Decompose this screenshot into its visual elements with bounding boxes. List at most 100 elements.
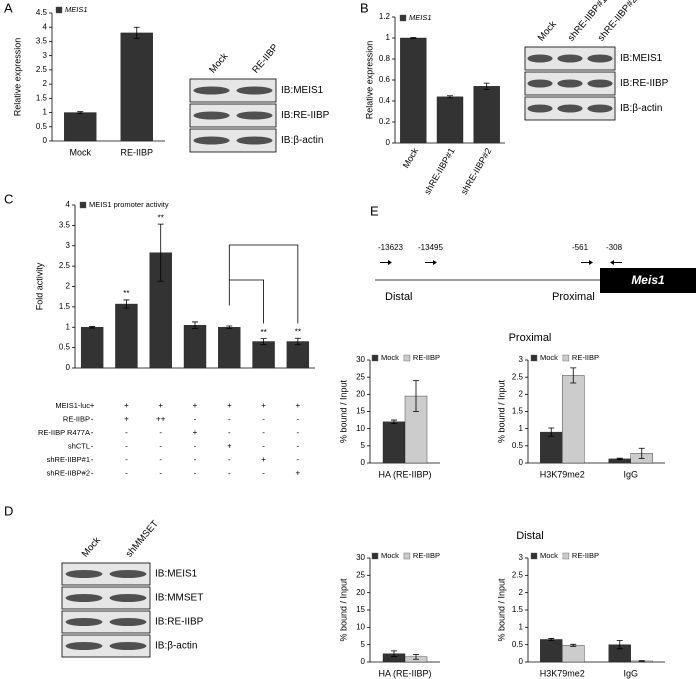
y-axis-label: % bound / Input bbox=[496, 578, 506, 642]
y-tick-label: 0 bbox=[361, 657, 366, 666]
bar bbox=[562, 375, 585, 464]
blot-strip bbox=[61, 562, 151, 586]
y-tick-label: 0.6 bbox=[379, 75, 391, 84]
y-tick-label: 2.5 bbox=[59, 261, 71, 270]
section-title: Proximal bbox=[509, 332, 552, 344]
x-tick-label: HA (RE-IIBP) bbox=[378, 668, 431, 678]
legend-swatch bbox=[55, 6, 63, 14]
error-bar bbox=[77, 111, 84, 114]
y-tick-label: 30 bbox=[356, 553, 365, 562]
bar bbox=[540, 639, 563, 663]
condition-cell: - bbox=[159, 428, 162, 437]
blot-label: IB:RE-IIBP bbox=[620, 78, 669, 89]
lane-label: Mock bbox=[207, 51, 230, 76]
bar bbox=[436, 96, 464, 144]
legend-label: MEIS1 bbox=[65, 5, 88, 14]
condition-cell: - bbox=[91, 442, 94, 451]
blot-label: IB:MEIS1 bbox=[155, 569, 198, 580]
y-tick-label: 1 bbox=[519, 622, 524, 631]
x-tick-label: Mock bbox=[401, 146, 421, 170]
condition-label: MEIS1-luc bbox=[55, 401, 90, 410]
y-tick-label: 2 bbox=[519, 588, 524, 597]
error-bar bbox=[413, 380, 419, 412]
y-tick-label: 0.5 bbox=[512, 441, 524, 450]
y-tick-label: 0 bbox=[519, 458, 524, 467]
y-tick-label: 20 bbox=[356, 588, 365, 597]
blot-band bbox=[527, 79, 553, 88]
y-tick-label: 0 bbox=[386, 138, 391, 147]
bar bbox=[382, 421, 406, 464]
panel-letter: C bbox=[4, 191, 13, 206]
condition-cell: + bbox=[193, 428, 198, 437]
blot-label: IB:MEIS1 bbox=[281, 85, 324, 96]
legend-swatch bbox=[403, 354, 411, 362]
blot-strip bbox=[61, 610, 151, 634]
condition-cell: - bbox=[297, 415, 300, 424]
y-tick-label: 2 bbox=[43, 79, 48, 88]
condition-cell: + bbox=[296, 469, 301, 478]
condition-cell: - bbox=[159, 469, 162, 478]
condition-cell: - bbox=[297, 455, 300, 464]
y-tick-label: 0 bbox=[43, 136, 48, 145]
y-tick-label: 5 bbox=[361, 441, 366, 450]
condition-cell: + bbox=[261, 455, 266, 464]
legend-label: RE-IIBP bbox=[572, 353, 599, 362]
bar bbox=[183, 325, 207, 369]
condition-cell: - bbox=[228, 428, 231, 437]
y-tick-label: 0 bbox=[361, 458, 366, 467]
blot-band bbox=[109, 594, 147, 602]
error-bar bbox=[483, 82, 490, 90]
y-tick-label: 10 bbox=[356, 424, 365, 433]
bracket bbox=[228, 244, 299, 324]
error-bar bbox=[548, 638, 555, 641]
x-tick-label: HA (RE-IIBP) bbox=[378, 469, 431, 479]
blot-band bbox=[65, 618, 103, 626]
error-bar bbox=[570, 367, 577, 384]
condition-cell: - bbox=[194, 455, 197, 464]
bar bbox=[252, 341, 275, 369]
error-bar bbox=[638, 660, 645, 662]
condition-cell: - bbox=[125, 442, 128, 451]
x-tick-label: H3K79me2 bbox=[540, 668, 585, 678]
y-tick-label: 2.5 bbox=[36, 65, 48, 74]
y-tick-label: 2 bbox=[519, 389, 524, 398]
y-tick-label: 1 bbox=[519, 424, 524, 433]
y-axis-label: Fold activity bbox=[34, 262, 44, 310]
primer-arrows bbox=[380, 260, 622, 265]
condition-cell: - bbox=[159, 455, 162, 464]
condition-cell: - bbox=[194, 442, 197, 451]
significance: ** bbox=[260, 328, 266, 337]
condition-cell: + bbox=[261, 401, 266, 410]
y-axis-label: % bound / Input bbox=[338, 578, 348, 642]
condition-cell: - bbox=[228, 469, 231, 478]
blot-band bbox=[65, 594, 103, 602]
error-bar bbox=[157, 223, 164, 282]
bar bbox=[120, 32, 153, 142]
y-tick-label: 3 bbox=[519, 553, 524, 562]
condition-label: RE-IIBP R477A bbox=[38, 428, 90, 437]
y-tick-label: 3 bbox=[519, 355, 524, 364]
error-bar bbox=[133, 26, 140, 39]
y-tick-label: 0 bbox=[66, 363, 71, 372]
blot-band bbox=[193, 86, 230, 95]
condition-cell: ++ bbox=[156, 415, 166, 424]
blot-label: IB:MMSET bbox=[155, 593, 203, 604]
panel-letter: E bbox=[370, 203, 379, 218]
y-tick-label: 0.4 bbox=[379, 96, 391, 105]
blot-strip bbox=[189, 78, 277, 103]
region-label: Proximal bbox=[552, 291, 595, 303]
position-label: -561 bbox=[572, 243, 589, 252]
blot-band bbox=[236, 111, 273, 120]
y-tick-label: 0.5 bbox=[512, 640, 524, 649]
blot-strip bbox=[61, 586, 151, 610]
error-bar bbox=[616, 457, 623, 460]
y-tick-label: 3.5 bbox=[59, 220, 71, 229]
lane-label: Mock bbox=[536, 19, 559, 44]
error-bar bbox=[570, 643, 577, 647]
condition-cell: + bbox=[90, 401, 95, 410]
blot-band bbox=[587, 54, 613, 63]
lane-label: RE-IIBP bbox=[250, 42, 280, 75]
position-label: -308 bbox=[606, 243, 623, 252]
significance: ** bbox=[158, 213, 164, 222]
